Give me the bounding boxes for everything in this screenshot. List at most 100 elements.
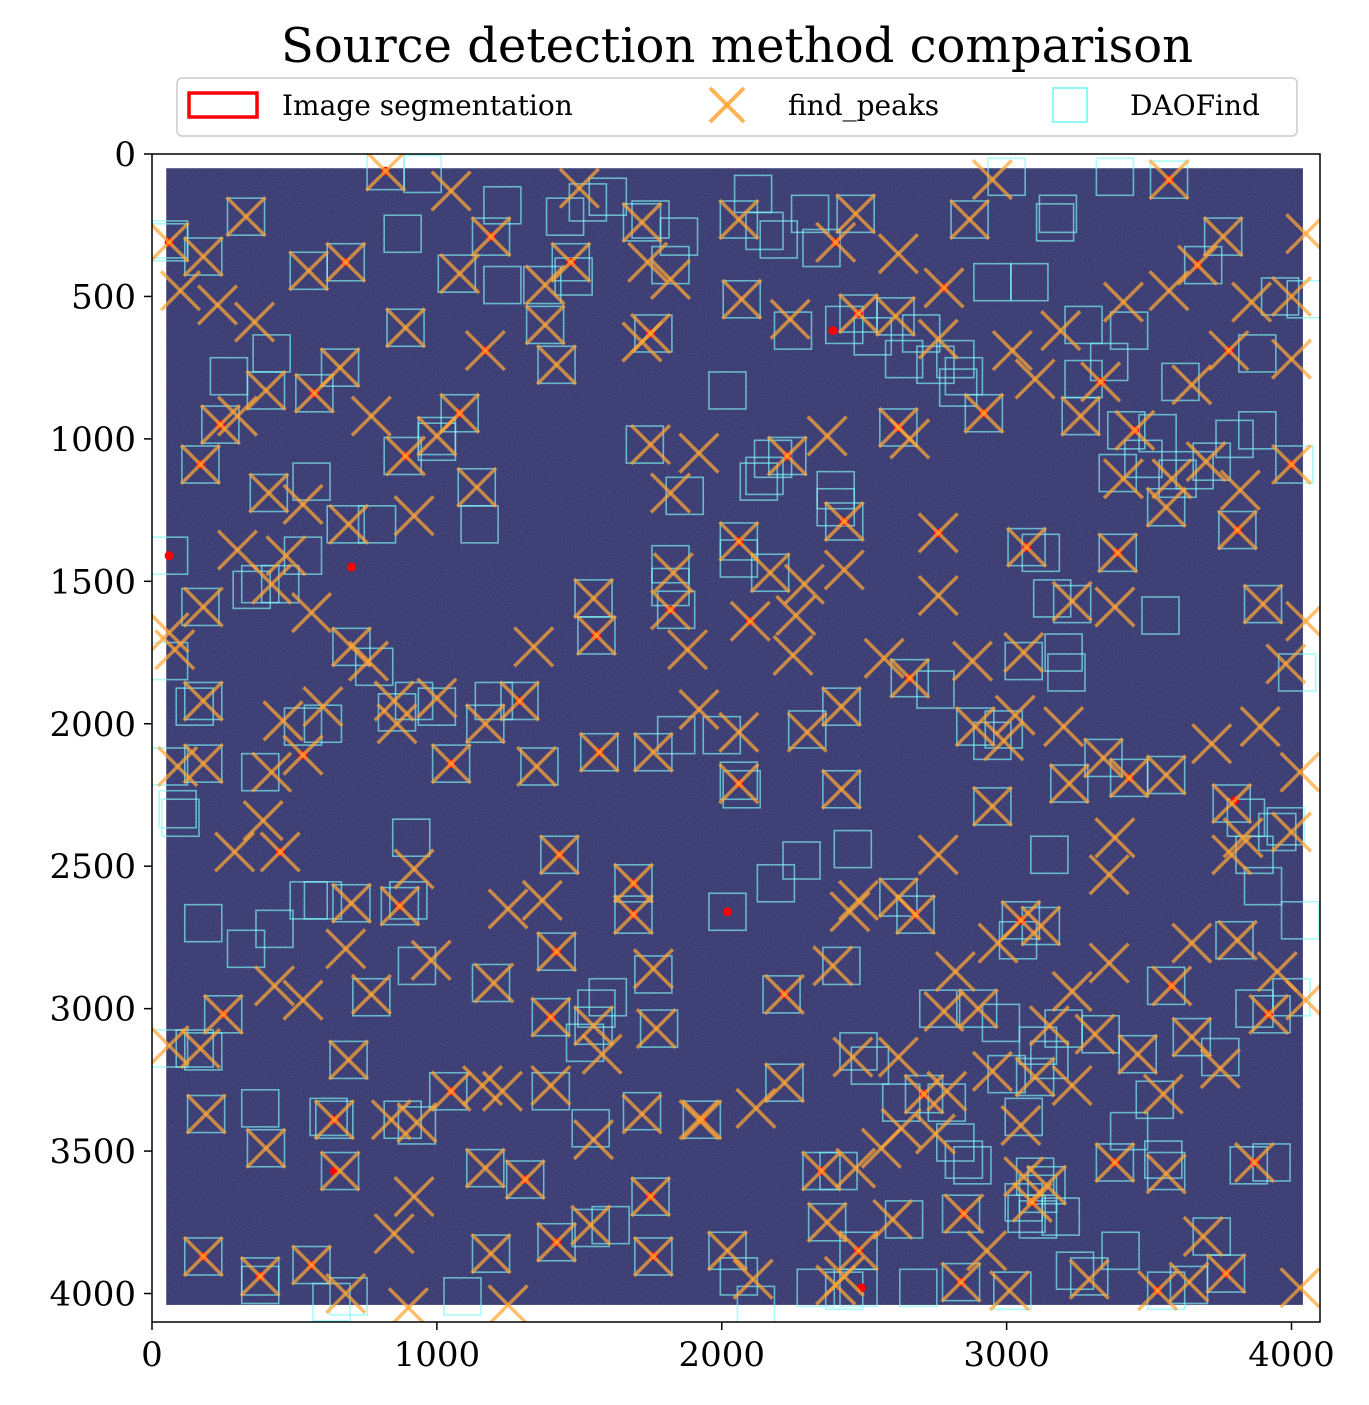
find-peaks-cross — [649, 258, 692, 300]
daofind-square — [1030, 1040, 1069, 1080]
daofind-square — [380, 886, 420, 926]
daofind-square — [822, 769, 861, 809]
daofind-square — [201, 405, 240, 444]
daofind-square — [853, 317, 893, 356]
y-tick-label: 3000 — [49, 990, 136, 1030]
daofind-square — [354, 647, 394, 687]
daofind-square — [879, 878, 918, 917]
find-peaks-cross — [185, 1093, 227, 1135]
find-peaks-cross — [766, 435, 808, 477]
axes: 0 1000 2000 3000 400005001000150020002500300… — [49, 135, 1334, 1375]
find-peaks-cross — [877, 233, 919, 275]
find-peaks-cross — [535, 931, 578, 973]
find-peaks-cross — [350, 973, 392, 1015]
find-peaks-cross — [1285, 600, 1320, 642]
daofind-square — [417, 687, 457, 726]
find-peaks-cross — [820, 686, 863, 728]
find-peaks-cross — [652, 552, 694, 594]
find-peaks-cross — [1208, 329, 1250, 372]
find-peaks-cross — [815, 221, 857, 263]
daofind-square — [289, 251, 329, 291]
find-peaks-cross — [971, 1050, 1013, 1092]
daofind-square — [537, 345, 576, 385]
find-peaks-cross — [182, 680, 224, 722]
find-peaks-cross — [154, 629, 196, 671]
find-peaks-cross — [1060, 395, 1102, 437]
daofind-square — [249, 473, 289, 513]
daofind-square — [571, 1108, 611, 1148]
daofind-square — [1004, 641, 1044, 681]
find-peaks-cross — [182, 235, 224, 278]
daofind-square — [1215, 419, 1254, 459]
daofind-square — [1206, 1254, 1246, 1293]
daofind-square — [240, 1089, 280, 1128]
find-peaks-cross — [290, 592, 333, 634]
daofind-square — [383, 214, 423, 254]
daofind-square — [391, 818, 431, 858]
find-peaks-cross — [393, 1176, 435, 1218]
daofind-square — [588, 977, 628, 1017]
find-peaks-cross — [1211, 834, 1253, 876]
daofind-square — [226, 929, 266, 969]
daofind-square — [329, 1040, 368, 1080]
find-peaks-cross — [302, 686, 344, 728]
daofind-square — [152, 747, 189, 786]
daofind-square — [807, 1202, 847, 1242]
find-peaks-cross — [627, 241, 669, 283]
daofind-square — [1030, 835, 1069, 875]
find-peaks-cross — [233, 301, 276, 343]
find-peaks-cross — [678, 688, 720, 731]
find-peaks-cross — [880, 1107, 922, 1149]
daofind-square — [822, 946, 861, 986]
find-peaks-cross — [786, 711, 828, 753]
legend: Image segmentation find_peaks DAOFind — [176, 77, 1298, 137]
find-peaks-cross — [1097, 532, 1139, 574]
find-peaks-cross — [820, 768, 863, 810]
daofind-square — [722, 769, 762, 809]
daofind-square — [440, 393, 479, 433]
daofind-square — [625, 425, 665, 464]
find-peaks-cross — [721, 278, 763, 320]
daofind-square — [950, 200, 989, 239]
find-peaks-cross — [1043, 705, 1085, 748]
detection-markers — [152, 154, 1320, 1322]
find-peaks-cross — [806, 415, 848, 457]
find-peaks-cross — [806, 1201, 848, 1243]
find-peaks-cross — [572, 577, 615, 620]
daofind-square — [152, 1029, 189, 1068]
find-peaks-cross — [199, 404, 241, 446]
find-peaks-cross — [1117, 1033, 1159, 1075]
find-peaks-cross — [572, 1005, 615, 1047]
find-peaks-cross — [1256, 950, 1298, 993]
daofind-square — [639, 1009, 679, 1048]
find-peaks-cross — [1239, 705, 1281, 748]
daofind-square — [787, 710, 827, 749]
daofind-square — [161, 798, 200, 838]
find-peaks-cross — [1094, 586, 1136, 628]
find-peaks-cross — [1279, 751, 1320, 793]
daofind-square — [1018, 1026, 1058, 1065]
find-peaks-cross — [894, 894, 937, 936]
find-peaks-cross — [262, 700, 304, 742]
find-peaks-cross — [259, 831, 301, 873]
find-peaks-cross — [370, 1099, 412, 1141]
find-peaks-cross — [874, 295, 917, 337]
daofind-square — [1146, 1151, 1186, 1191]
daofind-square — [1106, 411, 1146, 450]
find-peaks-cross — [530, 996, 572, 1038]
daofind-square — [896, 895, 935, 934]
daofind-square — [708, 371, 747, 410]
find-peaks-cross — [1219, 469, 1261, 511]
daofind-square — [186, 1094, 226, 1134]
daofind-square — [551, 242, 591, 282]
find-peaks-cross — [550, 241, 592, 283]
plot-area — [151, 153, 1321, 1323]
daofind-square — [377, 693, 417, 732]
find-peaks-cross — [1145, 486, 1187, 528]
find-peaks-cross — [1202, 216, 1244, 258]
find-peaks-cross — [202, 993, 244, 1035]
daofind-square — [1044, 633, 1083, 672]
find-peaks-cross — [1094, 1141, 1136, 1184]
find-peaks-cross — [384, 307, 427, 349]
find-peaks-cross — [994, 694, 1036, 736]
